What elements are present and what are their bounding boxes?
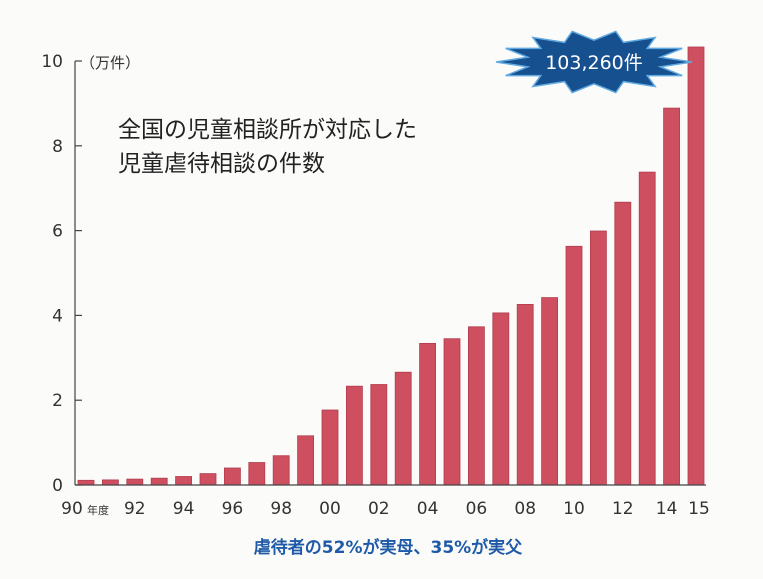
y-tick-label: 6 <box>52 222 63 242</box>
bar-2003 <box>394 371 412 486</box>
x-tick-label: 98 <box>270 499 292 519</box>
bar-2012 <box>614 201 632 486</box>
chart-title-line-2: 児童虐待相談の件数 <box>118 151 325 177</box>
y-tick-label: 0 <box>52 476 63 496</box>
bar-1995 <box>199 473 217 486</box>
starburst-shape <box>495 30 693 94</box>
x-tick-label: 06 <box>466 499 488 519</box>
x-tick-label: 15 <box>688 499 710 519</box>
bar-1992 <box>126 478 144 486</box>
x-tick-label: 10 <box>563 499 585 519</box>
x-tick-label: 00 <box>319 499 341 519</box>
bar-2014 <box>663 107 680 486</box>
bar-1993 <box>150 477 168 486</box>
x-tick-label: 94 <box>173 499 195 519</box>
bar-1999 <box>297 435 315 486</box>
bar-1998 <box>272 455 290 486</box>
bar-1996 <box>223 467 241 486</box>
bar-2002 <box>370 384 388 486</box>
bar-1997 <box>248 462 266 486</box>
bar-2009 <box>541 297 558 486</box>
x-tick-label: 92 <box>124 499 146 519</box>
callout-starburst: 103,260件 <box>495 30 693 94</box>
y-tick-label: 2 <box>52 391 63 411</box>
y-tick-label: 4 <box>52 306 63 326</box>
chart-caption: 虐待者の52%が実母、35%が実父 <box>254 537 523 558</box>
bar-1994 <box>175 476 193 486</box>
y-axis: 0 2 4 6 8 10 <box>41 52 82 496</box>
x-axis: 90 92 94 96 98 00 02 04 06 08 10 12 14 15 年度 <box>61 484 710 519</box>
callout-value-label: 103,260件 <box>545 52 643 74</box>
bar-1990 <box>77 479 95 486</box>
y-axis-unit-label: （万件） <box>80 54 140 72</box>
x-tick-label: 90 <box>61 499 83 519</box>
bar-2005 <box>443 338 461 486</box>
chart-title-line-1: 全国の児童相談所が対応した <box>118 117 417 143</box>
bar-2010 <box>565 245 583 486</box>
x-tick-label: 04 <box>417 499 439 519</box>
x-tick-label: 02 <box>368 499 390 519</box>
bar-2013 <box>638 171 656 486</box>
bar-series <box>77 46 705 486</box>
bar-2015 <box>687 46 705 486</box>
x-tick-label: 14 <box>656 499 678 519</box>
x-tick-label: 12 <box>612 499 634 519</box>
x-tick-unit-label: 年度 <box>87 503 109 517</box>
bar-2006 <box>467 326 485 486</box>
bar-2004 <box>419 342 437 486</box>
bar-1991 <box>102 479 119 486</box>
bar-2011 <box>590 230 607 486</box>
y-tick-label: 8 <box>52 137 63 157</box>
bar-2000 <box>321 409 339 486</box>
bar-2008 <box>516 303 534 486</box>
x-tick-label: 08 <box>514 499 536 519</box>
y-tick-label: 10 <box>41 52 63 72</box>
bar-2001 <box>345 385 363 486</box>
x-tick-label: 96 <box>222 499 244 519</box>
bar-2007 <box>492 312 510 486</box>
